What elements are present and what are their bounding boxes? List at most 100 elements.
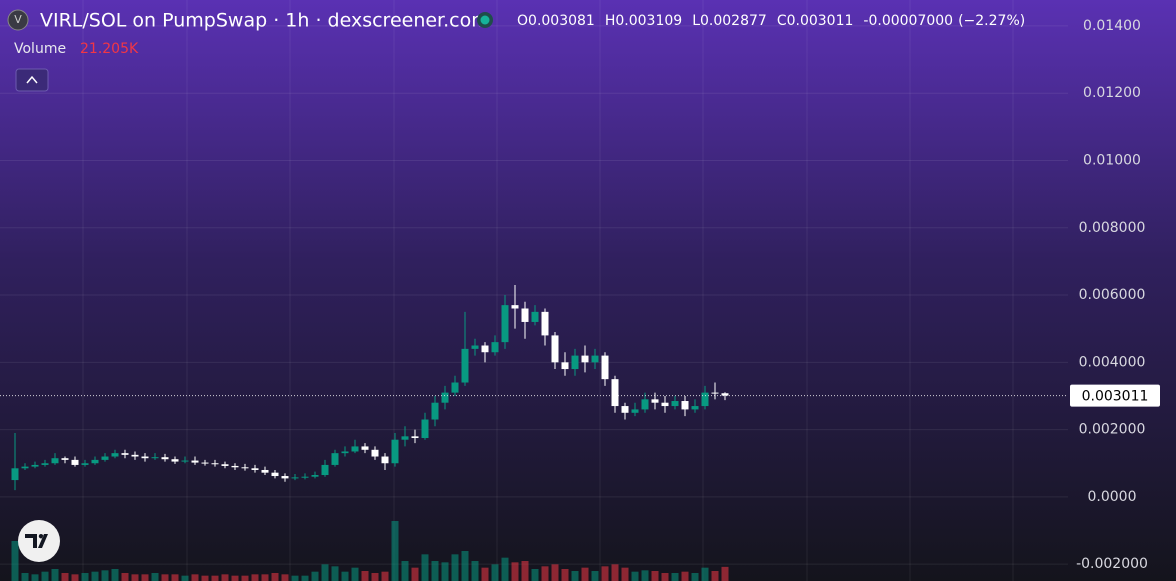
volume-bar bbox=[141, 574, 149, 581]
ohlc-text: (−2.27%) bbox=[958, 13, 1025, 29]
volume-bar bbox=[301, 575, 309, 581]
volume-bar bbox=[251, 574, 259, 581]
volume-bar bbox=[471, 561, 479, 581]
candle-body bbox=[81, 463, 89, 465]
ohlc-text: 0.003081 bbox=[528, 13, 595, 29]
candle-body bbox=[441, 392, 449, 403]
volume-bar bbox=[71, 574, 79, 581]
grid bbox=[0, 25, 1068, 565]
candle-body bbox=[701, 392, 709, 407]
volume-bar bbox=[601, 566, 609, 581]
volume-bar bbox=[271, 573, 279, 581]
candle-body bbox=[481, 345, 489, 353]
candle-body bbox=[631, 409, 639, 413]
candle-body bbox=[261, 469, 269, 473]
candle-body bbox=[561, 362, 569, 370]
vertical-grid bbox=[82, 0, 1014, 581]
candle-body bbox=[521, 308, 529, 322]
volume-bar bbox=[721, 566, 729, 581]
candle-body bbox=[21, 466, 29, 469]
volume-bar bbox=[81, 573, 89, 581]
candle-body bbox=[541, 311, 549, 336]
volume-bar bbox=[371, 573, 379, 581]
candle-body bbox=[471, 345, 479, 349]
y-tick-label: 0.004000 bbox=[1079, 354, 1146, 370]
ohlc-text: C bbox=[777, 13, 787, 29]
candle-body bbox=[241, 467, 249, 469]
candle-body bbox=[251, 468, 259, 470]
volume-bar bbox=[431, 561, 439, 581]
candle-body bbox=[551, 335, 559, 363]
y-tick-label: 0.002000 bbox=[1079, 422, 1146, 438]
candle-body bbox=[71, 459, 79, 465]
candle-body bbox=[281, 476, 289, 479]
volume-bar bbox=[671, 573, 679, 581]
candle-body bbox=[191, 460, 199, 463]
ohlc-text: O bbox=[517, 13, 528, 29]
volume-bar bbox=[591, 571, 599, 581]
y-tick-label: -0.002000 bbox=[1076, 556, 1148, 572]
volume-bar bbox=[641, 570, 649, 581]
candle-body bbox=[391, 439, 399, 464]
candle-body bbox=[571, 355, 579, 370]
candle-body bbox=[421, 419, 429, 439]
candle-body bbox=[691, 406, 699, 410]
candle-body bbox=[131, 454, 139, 457]
volume-bar bbox=[541, 566, 549, 581]
candle-body bbox=[351, 446, 359, 452]
status-dot bbox=[480, 15, 490, 25]
volume-bar bbox=[571, 571, 579, 581]
candle-body bbox=[501, 305, 509, 343]
volume-bar bbox=[131, 574, 139, 581]
volume-bar bbox=[281, 574, 289, 581]
volume-bar bbox=[211, 575, 219, 581]
volume-bar bbox=[551, 564, 559, 581]
candle-body bbox=[451, 382, 459, 393]
y-tick-label: 0.01000 bbox=[1083, 152, 1141, 168]
volume-bar bbox=[451, 554, 459, 581]
volume-bar bbox=[171, 574, 179, 581]
candle-body bbox=[711, 392, 719, 394]
header: V VIRL/SOL on PumpSwap · 1h · dexscreene… bbox=[7, 9, 1025, 92]
volume-label: Volume bbox=[14, 41, 66, 57]
candle-body bbox=[121, 453, 129, 455]
volume-bar bbox=[181, 575, 189, 581]
ohlc-text: 0.002877 bbox=[700, 13, 767, 29]
candle-body bbox=[591, 355, 599, 363]
volume-bar bbox=[401, 561, 409, 581]
candle-body bbox=[311, 475, 319, 477]
volume-bar bbox=[321, 564, 329, 581]
candle-body bbox=[51, 458, 59, 464]
chart-title: VIRL/SOL on PumpSwap · 1h · dexscreener.… bbox=[40, 10, 490, 32]
y-tick-label: 0.01400 bbox=[1083, 18, 1141, 34]
volume-bar bbox=[111, 569, 119, 581]
volume-bar bbox=[581, 567, 589, 581]
volume-bar bbox=[31, 574, 39, 581]
candle-body bbox=[491, 342, 499, 353]
candle-body bbox=[301, 476, 309, 478]
candle-body bbox=[361, 446, 369, 450]
volume-bar bbox=[261, 574, 269, 581]
candle-body bbox=[531, 311, 539, 322]
candle-body bbox=[271, 472, 279, 477]
volume-bar bbox=[501, 557, 509, 581]
y-axis: 0.01400 0.01200 0.01000 0.008000 0.006000 0.0… bbox=[1070, 18, 1160, 572]
candle-body bbox=[141, 456, 149, 459]
collapse-button[interactable] bbox=[15, 68, 49, 92]
ohlc-text: L bbox=[692, 13, 700, 29]
volume-bar bbox=[441, 562, 449, 581]
candle-body bbox=[381, 456, 389, 464]
volume-bar bbox=[21, 573, 29, 581]
candle-body bbox=[91, 459, 99, 464]
candle-body bbox=[581, 355, 589, 363]
candle-body bbox=[11, 468, 19, 481]
volume-bar bbox=[611, 564, 619, 581]
collapse-icon bbox=[26, 75, 38, 84]
candle-body bbox=[611, 379, 619, 407]
volume-bar bbox=[311, 571, 319, 581]
y-tick-label: 0.006000 bbox=[1079, 287, 1146, 303]
candle-body bbox=[371, 449, 379, 457]
ohlc-text: -0.00007000 bbox=[863, 13, 953, 29]
